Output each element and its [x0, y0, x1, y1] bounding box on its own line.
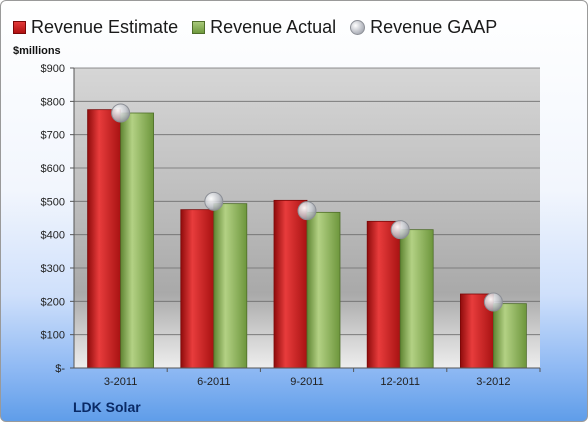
y-tick-label: $800 — [41, 96, 65, 108]
x-tick-label: 6-2011 — [197, 376, 230, 388]
legend-label-estimate: Revenue Estimate — [31, 17, 179, 37]
legend: Revenue Estimate Revenue Actual Revenue … — [13, 17, 511, 38]
bar-revenue-actual — [306, 211, 341, 369]
legend-item-gaap: Revenue GAAP — [350, 17, 497, 38]
legend-item-estimate: Revenue Estimate — [13, 17, 178, 38]
marker-revenue-gaap — [390, 220, 410, 240]
marker-revenue-gaap — [483, 292, 503, 312]
y-axis-units-label: $millions — [13, 45, 61, 57]
bar-revenue-estimate — [366, 220, 401, 369]
y-tick-label: $200 — [41, 296, 65, 308]
gaap-markers — [111, 103, 503, 312]
legend-swatch-estimate — [13, 21, 26, 34]
y-tick-label: $700 — [41, 130, 65, 142]
bar-revenue-actual — [492, 303, 527, 369]
y-tick-label: $600 — [41, 163, 65, 175]
bar-revenue-actual — [399, 229, 434, 369]
y-tick-label: $300 — [41, 263, 65, 275]
legend-label-actual: Revenue Actual — [210, 17, 337, 37]
marker-revenue-gaap — [297, 201, 317, 221]
y-axis: $- $100 $200 $300 $400 $500 $600 $700 $800 $900 — [41, 63, 75, 375]
legend-label-gaap: Revenue GAAP — [370, 17, 498, 37]
bar-revenue-estimate — [180, 209, 215, 369]
bar-revenue-actual — [213, 203, 248, 369]
y-tick-label: $400 — [41, 230, 65, 242]
legend-item-actual: Revenue Actual — [192, 17, 336, 38]
marker-revenue-gaap — [111, 103, 131, 123]
x-tick-label: 12-2011 — [380, 376, 420, 388]
legend-marker-gaap — [350, 20, 366, 35]
y-tick-label: $100 — [41, 330, 65, 342]
legend-swatch-actual — [192, 21, 206, 34]
company-name: LDK Solar — [73, 399, 141, 415]
x-tick-label: 3-2012 — [476, 376, 510, 388]
x-axis: 3-2011 6-2011 9-2011 12-2011 3-2012 — [74, 367, 541, 388]
bar-revenue-estimate — [273, 199, 308, 369]
bars — [87, 109, 527, 369]
y-tick-label: $900 — [41, 63, 65, 75]
bar-revenue-actual — [120, 112, 154, 369]
x-tick-label: 9-2011 — [290, 376, 323, 388]
marker-revenue-gaap — [204, 191, 224, 211]
y-tick-label: $500 — [41, 196, 65, 208]
bar-revenue-estimate — [87, 109, 121, 369]
x-tick-label: 3-2011 — [104, 376, 137, 388]
y-tick-label: $- — [55, 363, 65, 375]
